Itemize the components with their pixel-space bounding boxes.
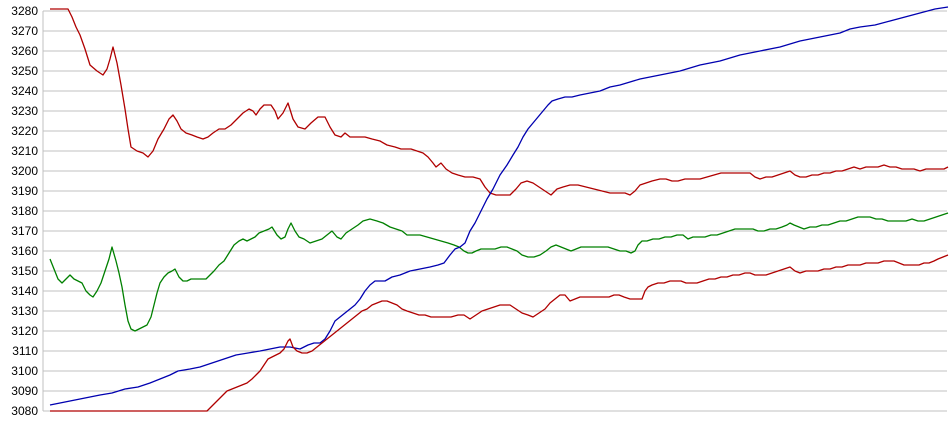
y-axis-tick-label: 3220 — [11, 124, 38, 138]
y-axis-tick-label: 3240 — [11, 84, 38, 98]
series-upper-red-line — [50, 8, 949, 196]
y-axis-tick-label: 3200 — [11, 164, 38, 178]
y-axis-tick-label: 3110 — [12, 344, 38, 358]
y-axis-tick-label: 3140 — [11, 284, 38, 298]
y-axis-tick-label: 3270 — [11, 24, 38, 38]
series-lower-red-line — [50, 254, 949, 412]
y-axis-tick-label: 3190 — [11, 184, 38, 198]
y-axis-tick-label: 3210 — [11, 144, 38, 158]
y-axis-tick-label: 3150 — [11, 264, 38, 278]
y-axis-tick-label: 3230 — [11, 104, 38, 118]
y-axis-tick-label: 3170 — [11, 224, 38, 238]
y-axis-tick-label: 3250 — [11, 64, 38, 78]
y-axis-tick-label: 3130 — [11, 304, 38, 318]
y-axis-tick-label: 3180 — [11, 204, 38, 218]
gridlines — [43, 10, 947, 412]
y-axis-tick-label: 3120 — [11, 324, 38, 338]
series-blue-line — [49, 6, 949, 406]
y-axis-tick-label: 3100 — [11, 364, 38, 378]
y-axis-tick-label: 3080 — [11, 404, 38, 418]
y-axis-tick-label: 3260 — [11, 44, 38, 58]
y-axis-labels: 3280 3270 3260 3250 3240 3230 3220 3210 3200 3190… — [11, 4, 38, 418]
series-green-line — [49, 212, 949, 332]
y-axis-tick-label: 3160 — [11, 244, 38, 258]
y-axis-tick-label: 3280 — [11, 4, 38, 18]
y-axis-tick-label: 3090 — [11, 384, 38, 398]
